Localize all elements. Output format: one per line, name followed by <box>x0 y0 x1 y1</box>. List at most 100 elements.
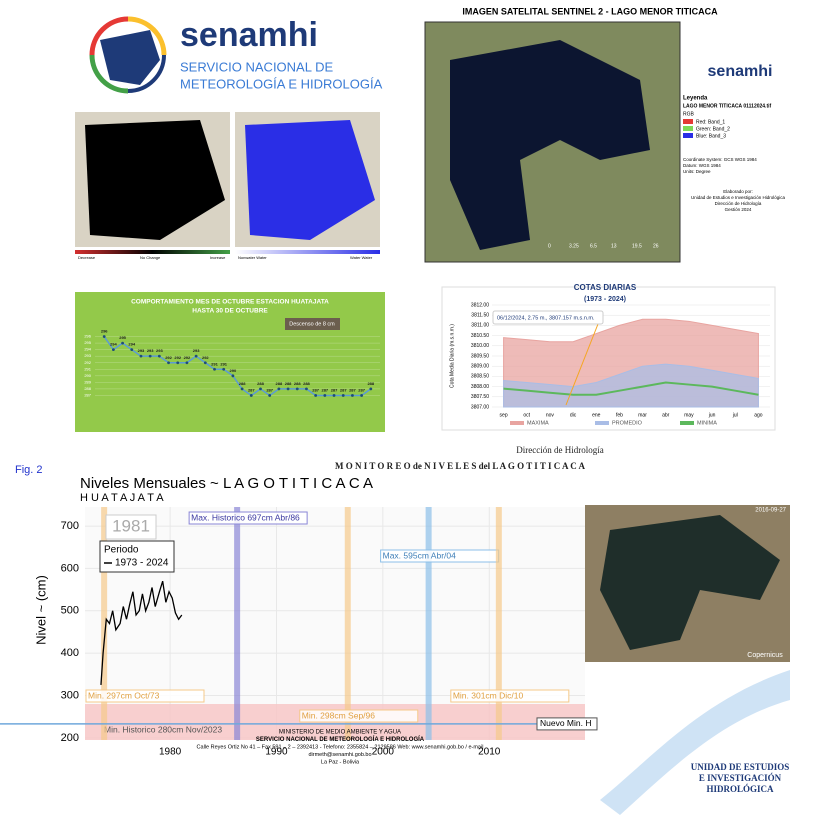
satellite-brand: senamhi <box>708 63 773 80</box>
y-tick-label: 300 <box>61 689 79 701</box>
x-tick-label: ene <box>592 412 601 418</box>
value-label: 287 <box>321 388 328 393</box>
legend-label: Green: Band_2 <box>696 126 730 132</box>
y-tick-label: 3810.00 <box>471 343 489 349</box>
series-line <box>503 381 759 396</box>
x-tick-label: ago <box>754 412 763 418</box>
value-label: 287 <box>312 388 319 393</box>
x-tick-label: nov <box>546 412 555 418</box>
y-axis-label: Nivel ~ (cm) <box>33 575 48 645</box>
reference-label: Nuevo Min. H <box>540 718 592 728</box>
value-label: 296 <box>101 329 108 334</box>
direccion: Dirección de Hidrología <box>516 445 603 455</box>
october-chart: COMPORTAMIENTO MES DE OCTUBRE ESTACION H… <box>84 299 380 398</box>
x-tick-label: oct <box>523 412 530 418</box>
point <box>102 335 106 338</box>
y-tick-label: 291 <box>84 366 91 371</box>
point <box>305 387 308 391</box>
x-tick-label: mar <box>638 412 647 418</box>
legend-label: Increase <box>210 255 226 260</box>
point <box>295 387 299 391</box>
y-tick-label: 288 <box>84 386 91 391</box>
scale-label: 6.5 <box>590 243 597 249</box>
x-tick-label: jun <box>708 412 716 418</box>
value-label: 287 <box>266 388 273 393</box>
y-tick-label: 295 <box>84 340 91 345</box>
daily-levels-chart: COTAS DIARIAS (1973 - 2024) Cota Media Dia… <box>449 283 770 426</box>
marker-label: Min. 301cm Dic/10 <box>453 690 524 700</box>
reference-label-box <box>536 717 598 731</box>
photo-date: 2016-09-27 <box>755 508 786 514</box>
legend-note: Dirección de Hidrología <box>715 201 762 206</box>
point <box>111 348 115 352</box>
value-label: 293 <box>147 348 154 353</box>
fig-label: Fig. 2 <box>15 464 43 476</box>
value-label: 290 <box>230 368 237 373</box>
point <box>323 394 327 397</box>
x-tick-label: jul <box>732 412 738 418</box>
point <box>167 361 170 365</box>
y-tick-label: 3811.00 <box>471 323 489 329</box>
legend-note: Coordinate System: GCS WGS 1984 <box>683 157 757 162</box>
marker-band <box>234 507 241 740</box>
value-label: 287 <box>340 388 347 393</box>
value-label: 287 <box>349 388 356 393</box>
unit-graphic <box>600 670 790 815</box>
monthly-levels-chart: Niveles Mensuales ~ L A G O T I T I C A … <box>0 475 598 758</box>
y-tick-label: 292 <box>84 360 91 365</box>
point <box>185 361 189 365</box>
point <box>194 354 198 358</box>
legend-title: Leyenda <box>683 96 708 102</box>
y-tick-label: 600 <box>61 562 79 574</box>
marker-label-box <box>299 709 419 723</box>
value-label: 287 <box>248 388 255 393</box>
marker-label-box <box>188 511 308 525</box>
value-label: 288 <box>285 381 292 386</box>
y-tick-label: 700 <box>61 520 79 532</box>
point <box>369 387 373 391</box>
marker-label-box <box>85 689 205 703</box>
monitoreo: M O N I T O R E O de N I V E L E S del L… <box>335 461 586 471</box>
legend-note: Elaborado por: <box>723 189 753 194</box>
point <box>139 354 143 358</box>
y-tick-label: 293 <box>84 353 91 358</box>
legend-title: Periodo <box>104 545 139 556</box>
legend-label: Decrease <box>78 255 96 260</box>
y-tick-label: 200 <box>61 732 79 744</box>
legend-bar <box>235 250 380 254</box>
point <box>157 354 161 358</box>
y-tick-label: 296 <box>84 334 91 339</box>
point <box>148 354 152 358</box>
annotation-box <box>285 318 340 330</box>
legend-box <box>99 540 175 573</box>
scale-label: 19.5 <box>632 243 642 249</box>
y-tick-label: 3811.50 <box>471 313 489 319</box>
lake-shape <box>245 120 375 240</box>
marker-label: Max. 595cm Abr/04 <box>383 550 457 560</box>
point <box>130 348 134 352</box>
legend-swatch <box>680 421 694 425</box>
value-label: 287 <box>358 388 365 393</box>
y-tick-label: 287 <box>84 393 91 398</box>
chart-title: COTAS DIARIAS <box>574 283 637 292</box>
value-label: 293 <box>156 348 163 353</box>
value-label: 294 <box>128 342 135 347</box>
y-tick-label: 294 <box>84 347 91 352</box>
legend-label: No Change <box>140 255 161 260</box>
y-tick-label: 3809.50 <box>471 353 489 359</box>
value-label: 288 <box>257 381 264 386</box>
lake-shape <box>85 120 225 240</box>
value-label: 288 <box>276 381 283 386</box>
point <box>332 394 336 397</box>
value-label: 294 <box>110 342 117 347</box>
footer-line: dirmeth@senamhi.gob.bo <box>308 752 371 758</box>
legend-label: PROMEDIO <box>612 420 643 426</box>
point <box>314 394 318 397</box>
legend-label: Water Water <box>350 255 373 260</box>
series-area <box>503 363 759 408</box>
x-tick-label: feb <box>616 412 623 418</box>
legend-swatch <box>683 119 693 124</box>
legend-note: Units: Degree <box>683 169 711 174</box>
